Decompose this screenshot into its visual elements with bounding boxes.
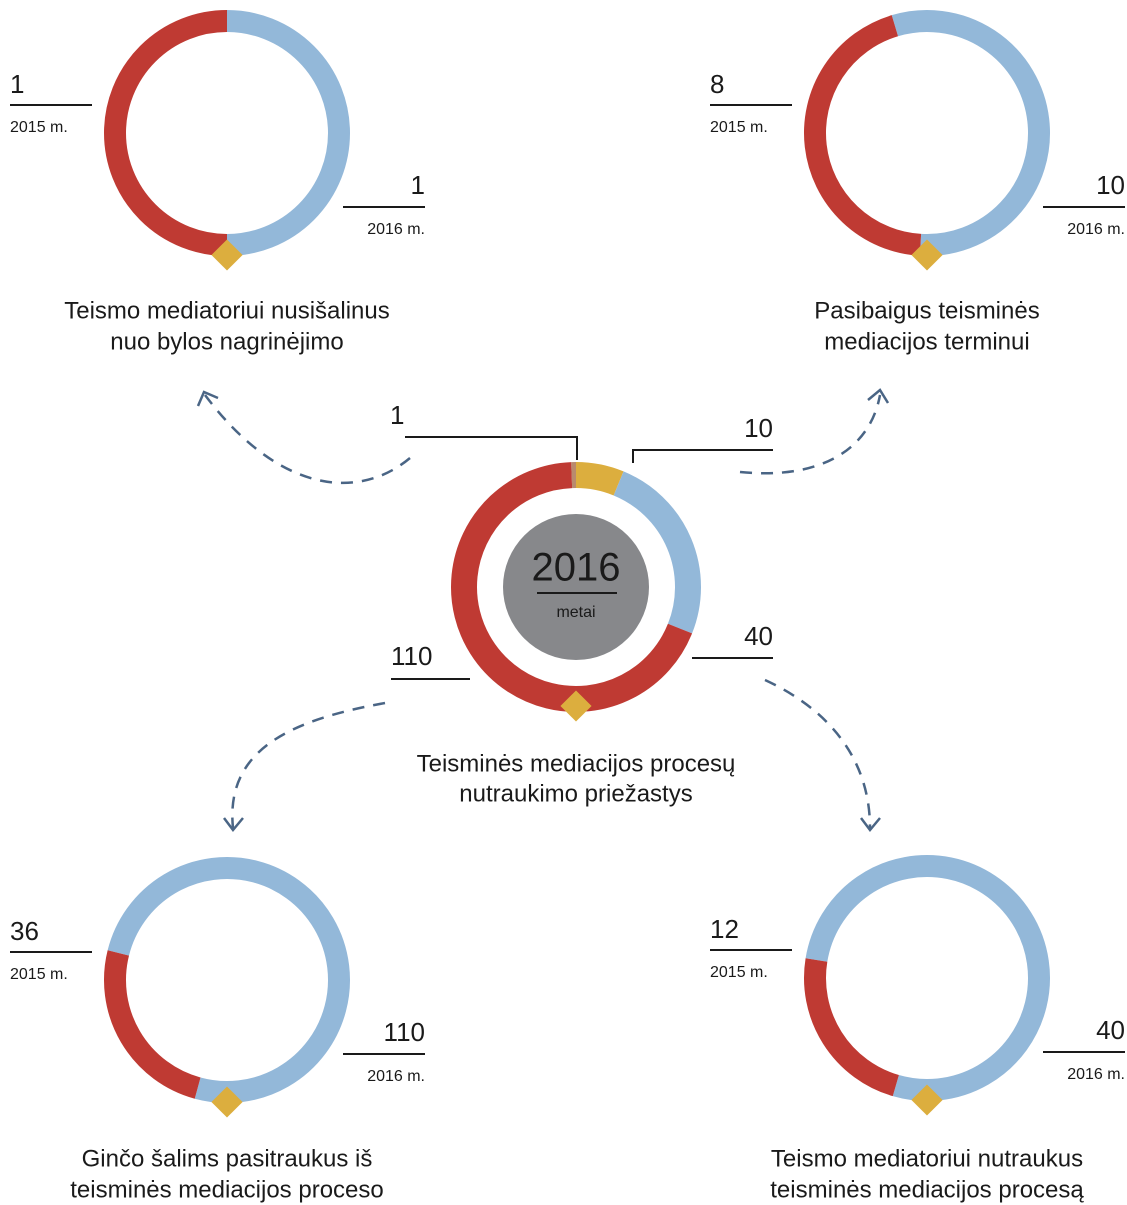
arrow	[739, 394, 882, 475]
value-label: 40	[1096, 1015, 1125, 1045]
donut-segment	[805, 855, 1050, 1101]
value-label: 10	[744, 413, 773, 443]
value-label: 10	[1096, 170, 1125, 200]
arrow	[764, 678, 872, 829]
value-label: 110	[384, 1017, 425, 1047]
leader	[632, 449, 773, 463]
donut-segment	[104, 950, 201, 1099]
value-label: 12	[710, 914, 739, 944]
arrow-head	[867, 388, 890, 404]
series-label: 2016 m.	[1067, 221, 1125, 238]
donut-segment	[613, 471, 701, 634]
series-label: 2015 m.	[10, 966, 68, 983]
center-title: nutraukimo priežastys	[459, 780, 692, 807]
center-disc	[503, 514, 649, 660]
arrow-head	[196, 390, 219, 407]
arrow	[231, 701, 386, 829]
donut-segment	[891, 10, 1050, 256]
year-label: 2016	[532, 546, 621, 590]
year-sub-label: metai	[556, 604, 595, 621]
value-label: 8	[710, 69, 724, 99]
panel-title: Ginčo šalims pasitraukus iš	[82, 1145, 373, 1172]
donut-segment	[226, 10, 350, 256]
donut-segment	[104, 10, 228, 256]
series-label: 2015 m.	[10, 119, 68, 136]
arrow	[204, 394, 411, 485]
leader	[405, 436, 578, 460]
arrow-head	[860, 817, 881, 833]
value-label: 40	[744, 621, 773, 651]
value-label: 36	[10, 916, 39, 946]
donut-segment	[804, 15, 922, 256]
donut-segment	[804, 958, 900, 1097]
panel-title: mediacijos terminui	[824, 328, 1029, 355]
series-label: 2016 m.	[367, 221, 425, 238]
series-label: 2016 m.	[367, 1068, 425, 1085]
center-title: Teisminės mediacijos procesų	[417, 750, 736, 777]
value-label: 1	[390, 400, 404, 430]
value-label: 110	[391, 641, 432, 671]
series-label: 2015 m.	[710, 119, 768, 136]
panel-title: teisminės mediacijos procesą	[770, 1176, 1084, 1203]
diamond	[211, 239, 243, 271]
donut-segment	[451, 462, 693, 712]
series-label: 2016 m.	[1067, 1066, 1125, 1083]
panel-title: teisminės mediacijos proceso	[70, 1176, 383, 1203]
panel-title: Teismo mediatoriui nutraukus	[771, 1145, 1083, 1172]
donut-segment	[575, 462, 624, 496]
series-label: 2015 m.	[710, 964, 768, 981]
panel-title: Pasibaigus teisminės	[814, 297, 1039, 324]
value-label: 1	[411, 170, 425, 200]
arrow-head	[223, 817, 244, 833]
donut-segment	[107, 857, 350, 1103]
panel-title: nuo bylos nagrinėjimo	[110, 328, 343, 355]
panel-title: Teismo mediatoriui nusišalinus	[64, 297, 389, 324]
value-label: 1	[10, 69, 24, 99]
